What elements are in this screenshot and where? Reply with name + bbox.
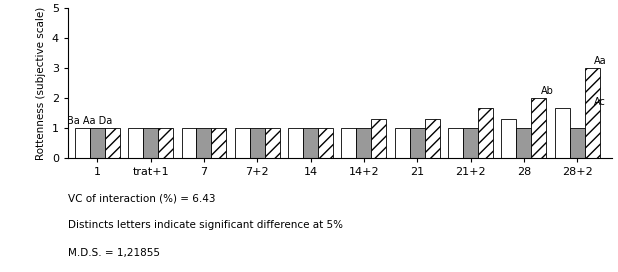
Text: M.D.S. = 1,21855: M.D.S. = 1,21855 xyxy=(68,248,160,258)
Bar xyxy=(105,128,120,158)
Bar xyxy=(395,128,410,158)
Bar xyxy=(463,128,478,158)
Text: Ab: Ab xyxy=(541,86,554,96)
Bar xyxy=(75,128,90,158)
Text: Ba Aa Da: Ba Aa Da xyxy=(67,116,112,126)
Bar xyxy=(318,128,333,158)
Bar xyxy=(448,128,463,158)
Text: Ac: Ac xyxy=(595,97,606,107)
Text: VC of interaction (%) = 6.43: VC of interaction (%) = 6.43 xyxy=(68,193,216,203)
Text: Aa: Aa xyxy=(595,56,607,66)
Bar xyxy=(265,128,280,158)
Bar xyxy=(517,128,531,158)
Bar xyxy=(531,98,546,158)
Text: Distincts letters indicate significant difference at 5%: Distincts letters indicate significant d… xyxy=(68,221,343,230)
Bar xyxy=(501,119,517,158)
Bar xyxy=(410,128,425,158)
Y-axis label: Rottenness (subjective scale): Rottenness (subjective scale) xyxy=(36,6,46,160)
Bar xyxy=(197,128,211,158)
Bar xyxy=(128,128,143,158)
Bar xyxy=(211,128,226,158)
Bar xyxy=(90,128,105,158)
Bar xyxy=(478,109,493,158)
Bar xyxy=(371,119,386,158)
Bar xyxy=(357,128,371,158)
Bar xyxy=(250,128,265,158)
Bar xyxy=(555,109,570,158)
Bar xyxy=(288,128,303,158)
Bar xyxy=(585,68,599,158)
Bar xyxy=(425,119,439,158)
Bar xyxy=(342,128,357,158)
Bar xyxy=(143,128,158,158)
Bar xyxy=(570,128,585,158)
Bar xyxy=(182,128,197,158)
Bar xyxy=(158,128,173,158)
Bar xyxy=(303,128,318,158)
Bar xyxy=(235,128,250,158)
